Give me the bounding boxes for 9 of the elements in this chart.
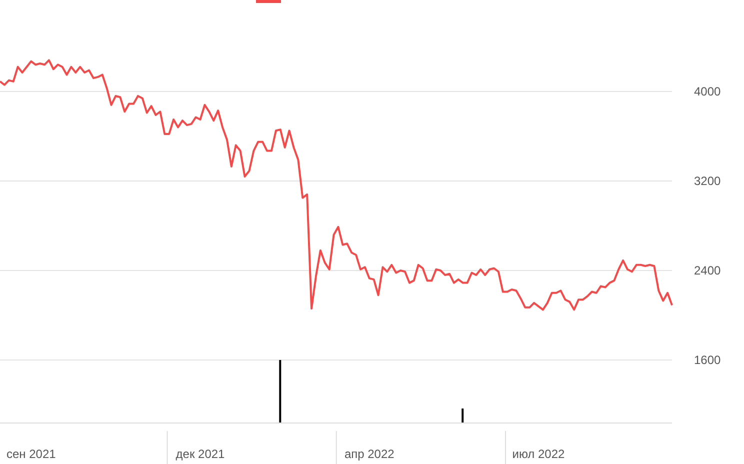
y-tick-label: 2400 bbox=[694, 264, 722, 278]
y-tick-label: 4000 bbox=[694, 84, 722, 98]
y-tick-label: 1600 bbox=[694, 353, 722, 367]
x-tick-label: дек 2021 bbox=[176, 447, 226, 461]
x-tick-label: апр 2022 bbox=[344, 447, 395, 461]
line-series bbox=[0, 59, 673, 311]
y-tick-label: 3200 bbox=[694, 174, 722, 188]
x-tick-label: июл 2022 bbox=[512, 447, 566, 461]
x-tick-label: сен 2021 bbox=[6, 447, 56, 461]
